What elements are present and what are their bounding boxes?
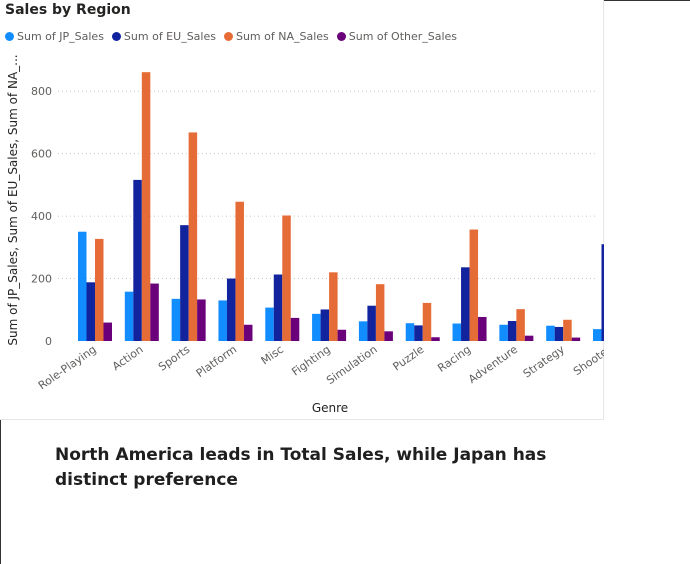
bar-puzzle-2: [422, 302, 432, 341]
bar-puzzle-3: [431, 337, 440, 341]
bar-fighting-3: [337, 329, 347, 341]
bar-misc-3: [290, 317, 300, 341]
bar-racing-1: [461, 267, 470, 341]
x-tick-label: Action: [110, 343, 146, 373]
bar-racing-0: [452, 323, 462, 341]
bar-misc-0: [265, 307, 274, 341]
x-tick-label: Simulation: [324, 343, 379, 387]
legend-dot-icon: [336, 32, 346, 41]
x-tick-label: Strategy: [521, 343, 567, 381]
bar-strategy-1: [554, 326, 564, 341]
legend: Sum of JP_Sales Sum of EU_Sales Sum of NA_…: [5, 30, 457, 43]
legend-label: Sum of NA_Sales: [235, 30, 329, 43]
bar-racing-2: [469, 229, 479, 341]
bar-platform-2: [235, 201, 244, 341]
legend-item-3[interactable]: Sum of Other_Sales: [336, 30, 458, 43]
bar-action-2: [141, 72, 151, 341]
bar-adventure-1: [507, 321, 517, 341]
bar-platform-1: [226, 278, 236, 341]
x-tick-label: Role-Playing: [36, 343, 99, 392]
left-rule: [0, 420, 1, 564]
bar-sports-1: [180, 225, 189, 341]
bar-simulation-0: [358, 321, 368, 341]
bar-fighting-2: [329, 272, 338, 341]
bar-misc-1: [273, 274, 283, 341]
bar-fighting-0: [312, 313, 321, 341]
x-tick-label: Misc: [259, 343, 286, 368]
legend-dot-icon: [111, 32, 121, 41]
insight-caption: North America leads in Total Sales, whil…: [55, 445, 547, 490]
bar-role-playing-1: [86, 282, 95, 341]
bar-sports-0: [171, 298, 181, 341]
bar-simulation-1: [367, 305, 376, 341]
bar-role-playing-2: [95, 238, 104, 341]
x-tick-label: Adventure: [466, 343, 520, 386]
bar-simulation-3: [384, 331, 393, 341]
bar-strategy-3: [571, 337, 581, 341]
bar-adventure-2: [516, 309, 525, 341]
top-rule: [603, 0, 690, 1]
x-tick-label: Sports: [156, 343, 193, 374]
bar-platform-3: [243, 324, 253, 341]
chart-card[interactable]: Sales by Region Sum of JP_Sales Sum of EU…: [0, 0, 604, 420]
legend-label: Sum of JP_Sales: [17, 30, 104, 43]
bar-adventure-0: [499, 324, 508, 341]
bar-role-playing-3: [103, 322, 112, 341]
legend-item-1[interactable]: Sum of EU_Sales: [111, 30, 216, 43]
y-tick-label: 600: [31, 148, 52, 161]
bar-simulation-2: [375, 284, 385, 341]
bar-action-3: [150, 283, 159, 341]
bar-misc-2: [282, 215, 291, 341]
x-tick-label: Racing: [435, 343, 473, 375]
legend-item-2[interactable]: Sum of NA_Sales: [223, 30, 329, 43]
legend-item-0[interactable]: Sum of JP_Sales: [5, 30, 104, 43]
x-tick-label: Fighting: [289, 343, 332, 379]
bar-adventure-3: [524, 335, 534, 341]
bar-sports-3: [197, 299, 206, 341]
bar-strategy-0: [546, 325, 555, 341]
bar-racing-3: [478, 316, 487, 341]
y-tick-label: 200: [31, 273, 52, 286]
x-tick-label: Platform: [194, 343, 239, 380]
x-axis-title: Genre: [312, 401, 348, 415]
legend-dot-icon: [223, 32, 233, 41]
bar-shooter-0: [593, 329, 602, 341]
y-tick-label: 0: [45, 335, 52, 348]
bar-fighting-1: [320, 309, 330, 341]
bar-platform-0: [218, 300, 227, 341]
x-tick-label: Shooter: [571, 343, 604, 379]
bar-puzzle-0: [405, 323, 415, 341]
bar-sports-2: [188, 132, 198, 341]
legend-label: Sum of Other_Sales: [348, 30, 458, 43]
bar-puzzle-1: [414, 325, 423, 341]
bar-action-1: [133, 179, 142, 341]
x-tick-label: Puzzle: [390, 343, 426, 374]
bar-action-0: [124, 291, 134, 341]
bar-chart-plot: 0 200 400 600 800 Role-Playing Action Sports Pla…: [6, 54, 604, 415]
legend-label: Sum of EU_Sales: [123, 30, 216, 43]
chart-title: Sales by Region: [5, 2, 131, 18]
y-axis-title: Sum of JP_Sales, Sum of EU_Sales, Sum of…: [6, 54, 20, 345]
legend-dot-icon: [5, 32, 14, 41]
y-tick-label: 400: [31, 210, 52, 223]
bar-strategy-2: [563, 319, 572, 341]
bar-shooter-1: [601, 244, 604, 341]
y-tick-label: 800: [31, 85, 52, 98]
bar-role-playing-0: [78, 231, 87, 341]
